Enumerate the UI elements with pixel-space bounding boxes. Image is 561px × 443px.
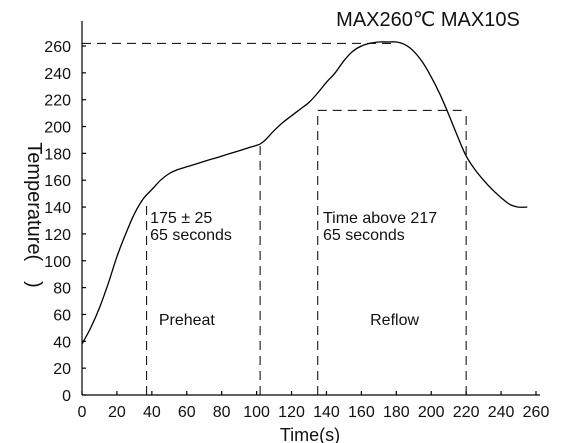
temperature-curve: [81, 41, 528, 345]
annotation-line: Time above 217: [323, 210, 437, 227]
x-tick-label: 100: [243, 404, 270, 421]
chart-title: MAX260℃ MAX10S: [336, 9, 520, 31]
y-tick-label: 0: [62, 388, 71, 405]
x-tick-label: 160: [348, 404, 375, 421]
series: [81, 41, 528, 345]
annotation-label: Reflow: [370, 312, 419, 329]
y-axis-title: Temperature( ): [23, 142, 45, 288]
x-tick-label: 60: [178, 404, 196, 421]
annotation-line: Preheat: [159, 312, 216, 329]
y-tick-label: 180: [44, 146, 71, 163]
annotation-line: 175 ± 25: [150, 210, 212, 227]
x-tick-label: 180: [383, 404, 410, 421]
x-tick-label: 40: [143, 404, 161, 421]
x-tick-label: 240: [488, 404, 515, 421]
y-tick-label: 200: [44, 120, 71, 137]
annotation-line: 65 seconds: [150, 227, 232, 244]
y-tick-label: 240: [44, 66, 71, 83]
x-tick-label: 0: [78, 404, 87, 421]
x-tick-label: 120: [278, 404, 305, 421]
x-tick-label: 20: [108, 404, 126, 421]
axes: 0 20 40 60 80 100 120 140 160 180 200 220 240 260 0 20 4…: [44, 21, 549, 421]
x-tick-label: 260: [523, 404, 550, 421]
x-tick-label: 80: [213, 404, 231, 421]
x-tick-label: 220: [453, 404, 480, 421]
x-tick-label: 200: [418, 404, 445, 421]
y-tick-label: 220: [44, 93, 71, 110]
annotation-label: 175 ± 25 65 seconds: [150, 210, 232, 244]
y-tick-label: 40: [53, 334, 71, 351]
y-tick-label: 160: [44, 173, 71, 190]
x-axis-title: Time(s): [280, 425, 340, 443]
x-tick-label: 140: [313, 404, 340, 421]
y-tick-label: 80: [53, 281, 71, 298]
y-tick-label: 20: [53, 361, 71, 378]
annotation-line: Reflow: [370, 312, 419, 329]
y-tick-label: 100: [44, 254, 71, 271]
annotation-label: Preheat: [159, 312, 216, 329]
y-tick-label: 120: [44, 227, 71, 244]
y-tick-label: 260: [44, 39, 71, 56]
y-tick-label: 60: [53, 307, 71, 324]
reference-lines: [82, 42, 467, 395]
annotation-line: 65 seconds: [323, 227, 405, 244]
y-tick-label: 140: [44, 200, 71, 217]
annotation-label: Time above 217 65 seconds: [323, 210, 437, 244]
